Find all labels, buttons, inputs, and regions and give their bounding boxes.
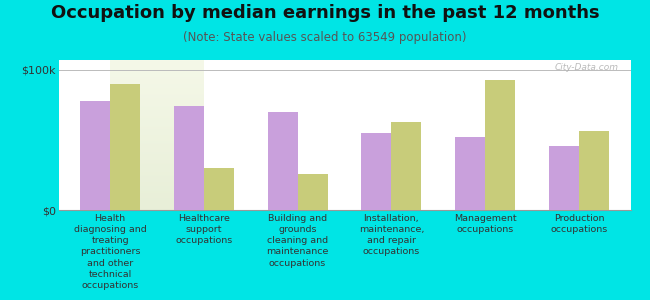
Bar	[549, 146, 579, 210]
Text: City-Data.com: City-Data.com	[555, 63, 619, 72]
Bar	[579, 131, 609, 210]
Bar	[361, 133, 391, 210]
Bar	[80, 101, 110, 210]
Bar	[174, 106, 204, 210]
Text: (Note: State values scaled to 63549 population): (Note: State values scaled to 63549 popu…	[183, 32, 467, 44]
Bar	[268, 112, 298, 210]
Bar	[485, 80, 515, 210]
Text: Occupation by median earnings in the past 12 months: Occupation by median earnings in the pas…	[51, 4, 599, 22]
Bar	[110, 84, 140, 210]
Bar	[204, 168, 234, 210]
Bar	[298, 174, 328, 210]
Bar	[391, 122, 421, 210]
Bar	[455, 137, 485, 210]
